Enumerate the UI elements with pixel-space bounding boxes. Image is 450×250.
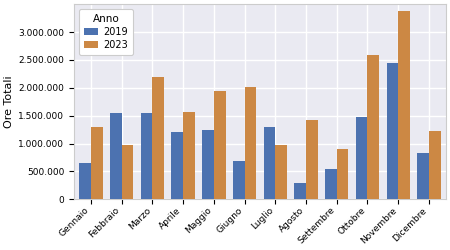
- Bar: [356, 118, 368, 199]
- Bar: [398, 11, 410, 199]
- Bar: [294, 183, 306, 199]
- Bar: [417, 152, 429, 199]
- Bar: [368, 56, 379, 199]
- Bar: [91, 128, 103, 199]
- Bar: [122, 145, 133, 199]
- Bar: [325, 169, 337, 199]
- Bar: [214, 90, 225, 199]
- Bar: [429, 131, 441, 199]
- Bar: [306, 120, 318, 199]
- Bar: [202, 130, 214, 199]
- Bar: [387, 63, 398, 199]
- Bar: [79, 162, 91, 199]
- Bar: [141, 113, 153, 199]
- Bar: [110, 114, 122, 199]
- Bar: [245, 87, 256, 199]
- Bar: [233, 162, 245, 199]
- Bar: [275, 145, 287, 199]
- Bar: [337, 148, 348, 199]
- Bar: [264, 128, 275, 199]
- Y-axis label: Ore Totali: Ore Totali: [4, 76, 14, 128]
- Legend: 2019, 2023: 2019, 2023: [79, 9, 133, 54]
- Bar: [153, 77, 164, 199]
- Bar: [171, 132, 183, 199]
- Bar: [183, 112, 195, 199]
